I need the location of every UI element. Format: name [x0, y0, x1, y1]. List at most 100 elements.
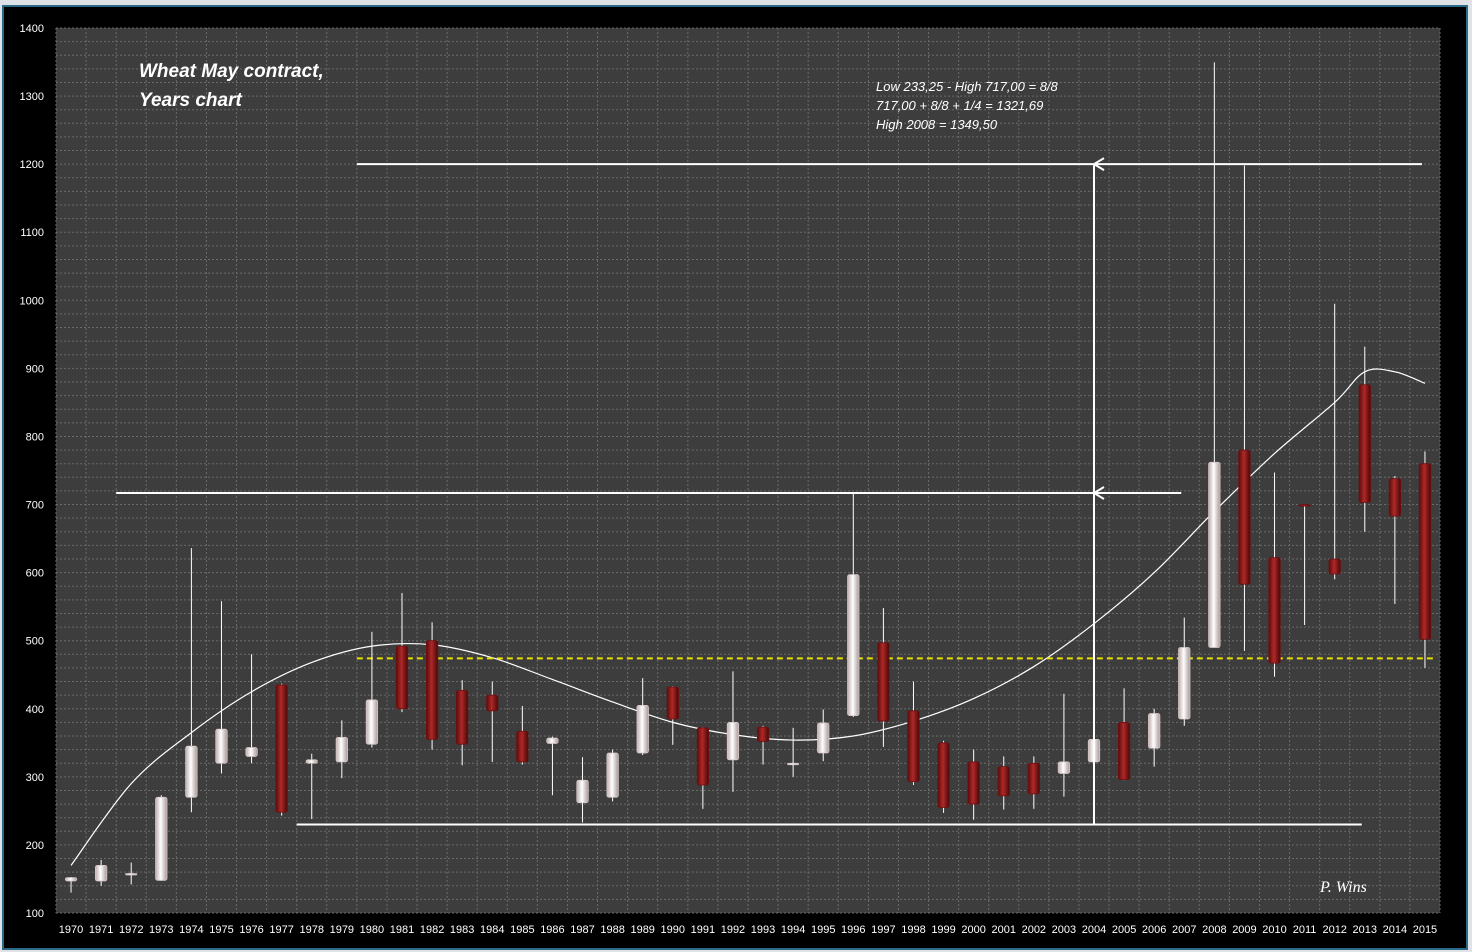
candle-1981 [395, 593, 409, 713]
candle-2005 [1117, 688, 1131, 781]
x-tick-label: 2005 [1112, 924, 1136, 936]
candle-body-down [486, 694, 499, 712]
candle-body-up [335, 736, 348, 763]
x-tick-label: 2006 [1142, 924, 1166, 936]
candle-1972 [125, 862, 138, 885]
candle-1979 [335, 720, 348, 779]
candle-1977 [275, 683, 288, 816]
candle-1970 [64, 876, 78, 893]
candle-body-down [1298, 504, 1311, 507]
candle-body-up [305, 759, 318, 764]
candle-1990 [666, 686, 679, 745]
candle-body-up [95, 864, 108, 882]
candle-body-down [1388, 478, 1401, 517]
candle-2007 [1178, 617, 1191, 726]
candle-body-down [877, 642, 890, 722]
candle-body-down [1027, 762, 1040, 795]
y-tick-label: 500 [26, 636, 44, 648]
chart-title-line-2: Years chart [139, 90, 242, 111]
x-tick-label: 1988 [600, 924, 624, 936]
reference-lines [116, 163, 1434, 826]
candle-1985 [516, 706, 529, 765]
x-tick-label: 1979 [330, 924, 354, 936]
candle-body-up [155, 796, 168, 881]
y-tick-label: 400 [26, 704, 44, 716]
x-tick-label: 1984 [480, 924, 504, 936]
candle-1999 [937, 740, 950, 813]
candle-1994 [787, 727, 800, 777]
candle-1982 [425, 622, 439, 750]
candle-1973 [155, 795, 168, 882]
candle-2002 [1027, 756, 1040, 809]
candle-1983 [456, 680, 469, 766]
chart-title-line-1: Wheat May contract, [139, 61, 324, 82]
candle-1974 [185, 548, 198, 813]
candle-2010 [1268, 472, 1281, 677]
candle-body-down [756, 726, 770, 742]
author-signature: P. Wins [1319, 879, 1367, 896]
candle-body-down [456, 689, 469, 745]
y-tick-label: 1000 [20, 295, 44, 307]
annotation-line-3: High 2008 = 1349,50 [876, 117, 998, 132]
x-tick-label: 2015 [1413, 924, 1437, 936]
candle-body-up [726, 721, 740, 761]
candle-1998 [907, 681, 920, 786]
x-tick-label: 2000 [961, 924, 985, 936]
x-tick-label: 1993 [751, 924, 775, 936]
candle-1988 [606, 749, 619, 802]
annotation-line-2: 717,00 + 8/8 + 1/4 = 1321,69 [876, 98, 1043, 113]
candle-body-down [967, 761, 980, 805]
candle-body-up [1057, 761, 1071, 774]
annotation-line-1: Low 233,25 - High 717,00 = 8/8 [876, 79, 1059, 94]
x-axis: 1970 1971 1972 1973 1974 1975 1976 1977 1978 1979… [59, 924, 1437, 936]
x-tick-label: 1996 [841, 924, 865, 936]
candle-1989 [636, 678, 649, 756]
candle-body-up [1148, 713, 1161, 749]
x-tick-label: 1978 [299, 924, 323, 936]
candle-body-down [425, 640, 439, 740]
candle-body-up [125, 873, 138, 876]
candle-body-up [847, 574, 860, 716]
y-tick-label: 1400 [20, 23, 44, 35]
candle-body-up [787, 762, 800, 766]
candle-body-up [245, 747, 258, 757]
x-tick-label: 2004 [1082, 924, 1106, 936]
candle-body-down [1358, 384, 1371, 503]
y-tick-label: 1200 [20, 159, 44, 171]
candle-body-up [606, 752, 619, 798]
y-tick-label: 300 [26, 772, 44, 784]
x-tick-label: 2007 [1172, 924, 1196, 936]
x-tick-label: 2012 [1322, 924, 1346, 936]
y-tick-label: 200 [26, 840, 44, 852]
candle-2012 [1328, 303, 1341, 580]
candle-2013 [1358, 346, 1371, 532]
x-tick-label: 1977 [269, 924, 293, 936]
candle-body-up [636, 704, 649, 754]
candle-1997 [877, 608, 890, 747]
candle-body-up [185, 745, 198, 798]
x-tick-label: 1971 [89, 924, 113, 936]
x-tick-label: 2003 [1052, 924, 1076, 936]
x-tick-label: 1974 [179, 924, 203, 936]
x-tick-label: 1989 [630, 924, 654, 936]
candle-2009 [1238, 165, 1251, 651]
y-axis: 100 200 300 400 500 600 700 800 900 1000 1100 1200 1… [20, 23, 44, 920]
x-tick-label: 2008 [1202, 924, 1226, 936]
candle-body-down [395, 645, 409, 710]
y-tick-label: 700 [26, 500, 44, 512]
candle-body-down [937, 742, 950, 808]
candle-1976 [245, 654, 258, 764]
candle-1996 [847, 492, 860, 717]
x-tick-label: 1973 [149, 924, 173, 936]
x-tick-label: 1976 [239, 924, 263, 936]
y-tick-label: 800 [26, 431, 44, 443]
candle-1975 [215, 601, 228, 774]
x-tick-label: 1980 [360, 924, 384, 936]
candle-body-down [1117, 721, 1131, 780]
x-tick-label: 1985 [510, 924, 534, 936]
candle-body-down [907, 710, 920, 783]
candle-1980 [365, 631, 379, 748]
x-tick-label: 1990 [661, 924, 685, 936]
x-tick-label: 1975 [209, 924, 233, 936]
x-tick-label: 1992 [721, 924, 745, 936]
